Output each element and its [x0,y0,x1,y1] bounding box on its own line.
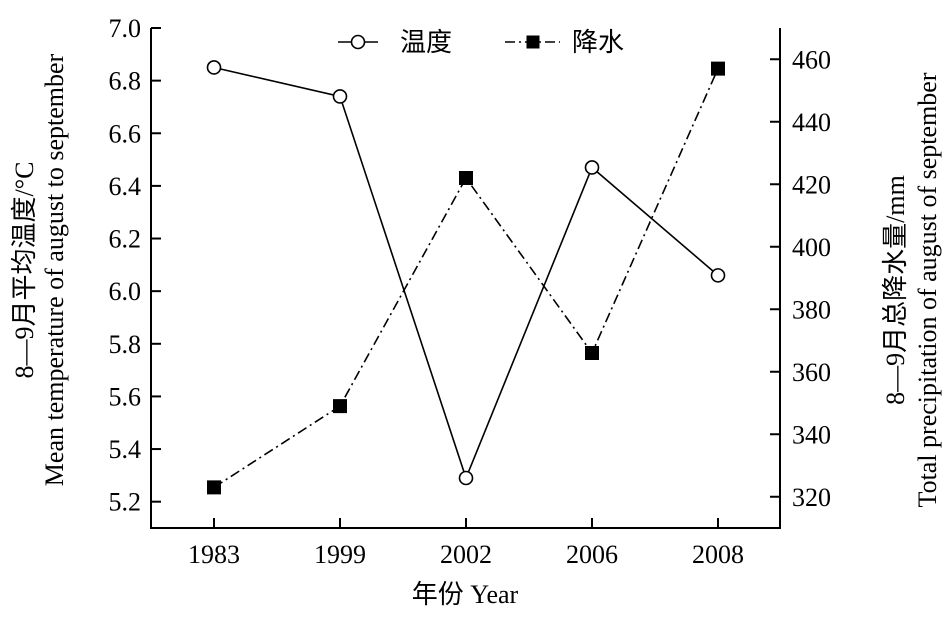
left-y-tick-label: 6.6 [109,119,142,148]
right-y-tick-label: 380 [792,295,831,324]
right-y-tick-label: 420 [792,170,831,199]
left-y-tick-label: 5.8 [109,330,142,359]
x-tick-label: 2008 [692,540,744,569]
legend-precipitation-marker [526,35,540,49]
precipitation-point [333,399,347,414]
temperature-point [458,470,474,486]
legend: 温度 降水 [338,28,624,58]
precipitation-point [711,61,725,76]
right-y-tick-label: 400 [792,233,831,262]
left-y-axis-title-en: Mean temperature of august to september [40,53,69,486]
legend-temperature-marker [350,34,366,50]
precipitation-point [585,346,599,360]
right-y-tick-label: 340 [792,420,831,449]
left-y-axis-title-cn: 8—9月平均温度/°C [10,162,39,379]
left-y-axis-title: 8—9月平均温度/°C Mean temperature of august t… [10,53,69,486]
precipitation-series-line [213,68,719,489]
precipitation-point [459,171,473,185]
left-y-tick-label: 5.6 [109,382,142,411]
left-y-axis-ticks: 5.2 5.4 5.6 5.8 6.0 6.2 6.4 6.6 6.8 7.0 [109,14,161,517]
right-y-tick-label: 460 [792,45,831,74]
left-y-tick-label: 6.2 [109,225,142,254]
x-tick-label: 2006 [566,540,618,569]
legend-item-temperature: 温度 [338,28,452,58]
left-y-tick-label: 6.8 [109,67,142,96]
x-tick-label: 1999 [314,540,366,569]
temperature-point [710,268,726,283]
left-y-tick-label: 5.2 [109,488,142,517]
axes-frame [150,28,781,529]
right-y-axis-title: 8—9月总降水量/mm Total precipitation of augus… [881,72,942,507]
series-lines [213,66,719,489]
left-y-tick-label: 7.0 [109,14,142,43]
x-axis-ticks: 1983 1999 2002 2006 2008 [188,518,744,569]
left-y-tick-label: 6.4 [109,172,142,201]
right-y-tick-label: 440 [792,108,831,137]
temperature-point [332,89,348,104]
left-y-tick-label: 6.0 [109,277,142,306]
right-y-axis-title-en: Total precipitation of august of septemb… [913,72,942,507]
right-y-tick-label: 320 [792,483,831,512]
legend-temperature-label: 温度 [400,28,452,58]
temperature-point [206,60,222,75]
right-y-tick-label: 360 [792,358,831,387]
axes [150,28,781,529]
x-tick-label: 1983 [188,540,240,569]
temperature-point [584,160,600,175]
x-axis-title: 年份 Year [412,580,519,609]
x-tick-label: 2002 [440,540,492,569]
legend-item-precipitation: 降水 [505,28,624,58]
right-y-axis-ticks: 320 340 360 380 400 420 440 460 [770,45,831,512]
temperature-series-line [213,66,719,481]
series-points [206,60,726,495]
legend-precipitation-label: 降水 [572,28,624,58]
precipitation-point [207,480,221,495]
right-y-axis-title-cn: 8—9月总降水量/mm [881,175,910,405]
left-y-tick-label: 5.4 [109,435,142,464]
